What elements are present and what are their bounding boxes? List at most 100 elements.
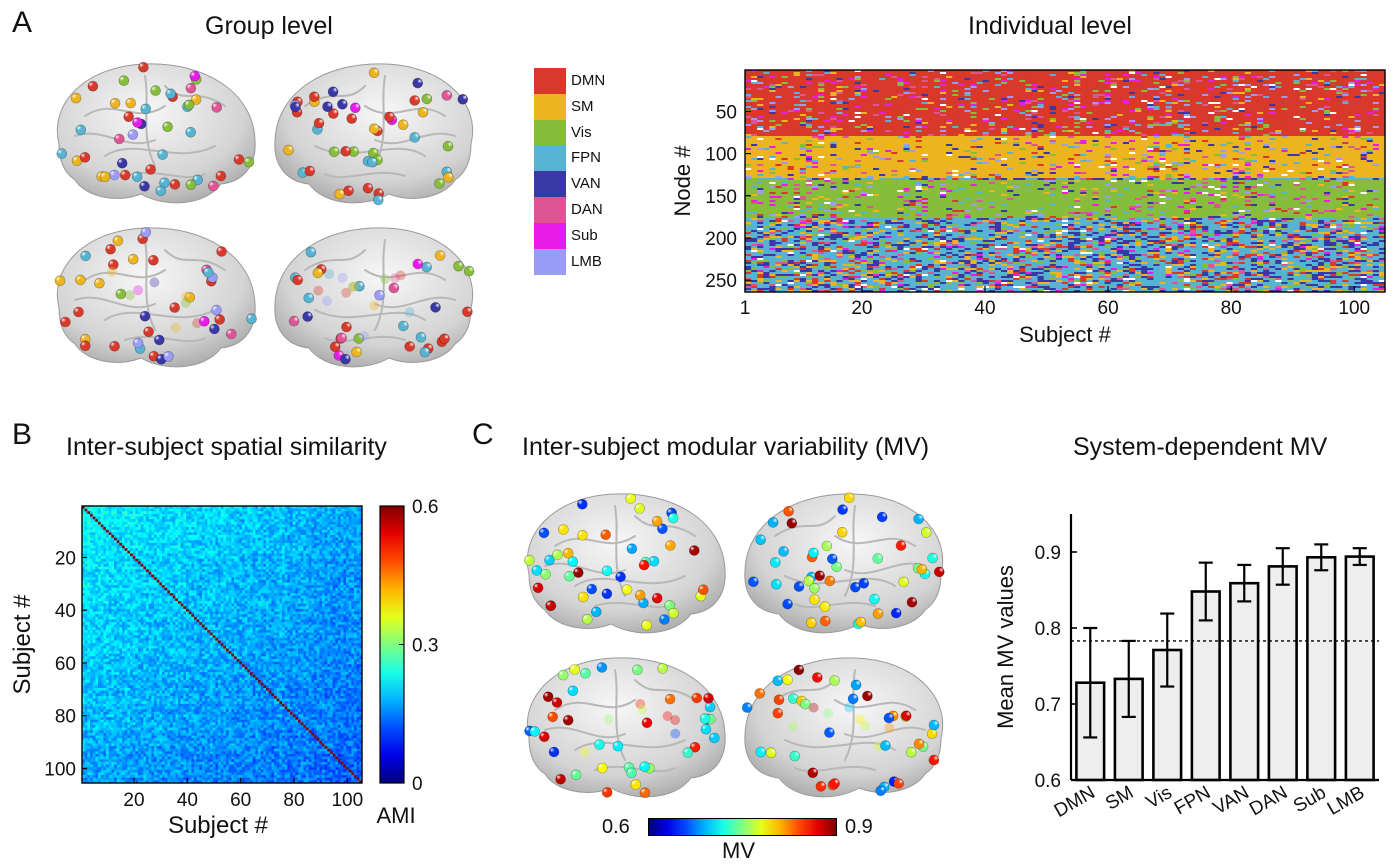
brain-node [601,530,611,540]
brain-node [116,289,126,299]
brain-node [80,152,90,162]
brain-node [524,555,534,565]
brain-node [894,779,904,789]
x-tick-label: 100 [331,790,363,811]
brain-node [770,557,780,567]
brain-node [244,157,254,167]
brain-node [212,305,222,315]
brain-node [113,236,123,246]
brain-node [901,711,911,721]
brain-node [390,273,400,283]
brain-node [313,268,323,278]
brain-node [825,576,835,586]
brain-node [309,92,319,102]
brain-node [899,577,909,587]
x-tick-label: Sub [1290,782,1330,817]
brain-node [359,331,369,341]
brain-node [563,548,573,558]
brain-node [132,172,142,182]
brain-node [597,763,607,773]
brain-node [385,112,395,122]
brain-node [742,703,752,713]
brain-node [597,663,607,673]
brain-node [705,702,715,712]
brain-node [670,729,680,739]
brain-node [216,171,226,181]
brain-node [539,528,549,538]
brain-node [558,670,568,680]
brain-node [107,267,117,277]
brain-node [126,98,136,108]
brain-node [827,554,837,564]
brain-node [701,724,711,734]
brain-node [416,332,426,342]
brain-node [71,93,81,103]
brain-node [794,665,804,675]
title-system-mv: System-dependent MV [1073,433,1327,462]
y-tick-label: 80 [55,707,76,728]
y-tick-label: 150 [705,187,737,208]
x-tick-label: DAN [1246,782,1291,820]
legend-item-sm: SM [534,94,634,120]
brain-node [154,335,164,345]
brain-node [783,599,793,609]
panel-letter-c: C [472,418,494,452]
brain-node [431,302,441,312]
brain-node [822,541,832,551]
brain-node [128,130,138,140]
brain-node [587,584,597,594]
brain-node [247,314,257,324]
brain-node [635,590,645,600]
brain-node [838,505,848,515]
brain-node [305,166,315,176]
brain-node [190,71,200,81]
brain-node [552,698,562,708]
legend-label: DMN [571,72,605,89]
brain-node [704,693,714,703]
brain-node [602,566,612,576]
brain-node [328,87,338,97]
y-tick-label: 100 [44,759,76,780]
brain-node [877,512,887,522]
brain-node [546,601,556,611]
brain-node [563,715,573,725]
brain-node [766,748,776,758]
brain-node [109,170,119,180]
brain-node [616,572,626,582]
brain-node [642,718,652,728]
legend-label: DAN [571,201,603,218]
y-tick-label: 50 [716,102,737,123]
brain-node [170,179,180,189]
legend-item-vis: Vis [534,120,634,146]
brain-node [790,751,800,761]
x-axis-label: Subject # [1019,322,1111,347]
brain-node [217,247,227,257]
brain-node [934,567,944,577]
brain-node [773,676,783,686]
bar-sub [1307,557,1335,780]
brain-node [337,99,347,109]
brain-node [774,695,784,705]
brain-node [369,124,379,134]
brain-node [830,676,840,686]
brain-node [125,290,135,300]
bar-van [1230,583,1258,780]
brain-node [698,585,708,595]
brain-node [398,321,408,331]
brain-node [133,338,143,348]
y-axis-label: Subject # [9,594,36,695]
brain-node [639,560,649,570]
y-tick-label: 200 [705,229,737,250]
brain-node [929,755,939,765]
brain-node [410,96,420,106]
legend-swatch [534,197,566,223]
brain-node [462,307,472,317]
brain-node [171,323,181,333]
brain-node [454,261,464,271]
brain-node [921,527,931,537]
brain-medial-left [55,227,257,366]
brain-node [329,147,339,157]
x-tick-label: 20 [851,298,872,319]
brain-node [170,303,180,313]
